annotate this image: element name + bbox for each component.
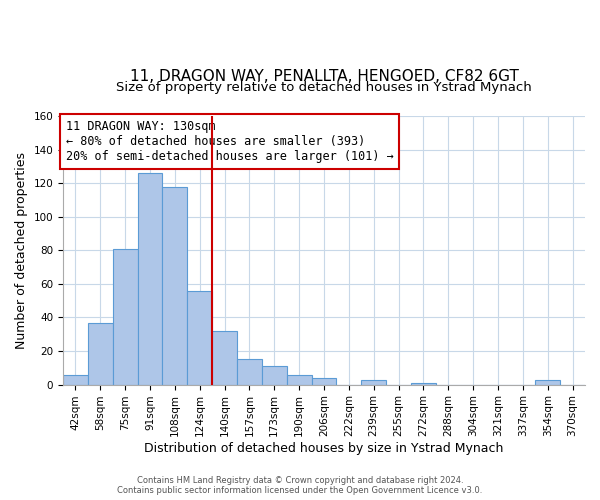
Y-axis label: Number of detached properties: Number of detached properties bbox=[15, 152, 28, 349]
Bar bbox=[63, 374, 88, 384]
Text: Contains HM Land Registry data © Crown copyright and database right 2024.
Contai: Contains HM Land Registry data © Crown c… bbox=[118, 476, 482, 495]
Title: Size of property relative to detached houses in Ystrad Mynach: Size of property relative to detached ho… bbox=[116, 81, 532, 94]
Bar bbox=[88, 322, 113, 384]
Bar bbox=[311, 378, 337, 384]
Text: 11 DRAGON WAY: 130sqm
← 80% of detached houses are smaller (393)
20% of semi-det: 11 DRAGON WAY: 130sqm ← 80% of detached … bbox=[65, 120, 394, 163]
Bar bbox=[237, 360, 262, 384]
Bar bbox=[361, 380, 386, 384]
Bar bbox=[137, 173, 163, 384]
Bar bbox=[163, 186, 187, 384]
Bar bbox=[287, 374, 311, 384]
Bar bbox=[411, 383, 436, 384]
Bar bbox=[187, 290, 212, 384]
Bar bbox=[262, 366, 287, 384]
Bar bbox=[113, 248, 137, 384]
X-axis label: Distribution of detached houses by size in Ystrad Mynach: Distribution of detached houses by size … bbox=[145, 442, 504, 455]
Text: 11, DRAGON WAY, PENALLTA, HENGOED, CF82 6GT: 11, DRAGON WAY, PENALLTA, HENGOED, CF82 … bbox=[130, 69, 518, 84]
Bar bbox=[535, 380, 560, 384]
Bar bbox=[212, 331, 237, 384]
